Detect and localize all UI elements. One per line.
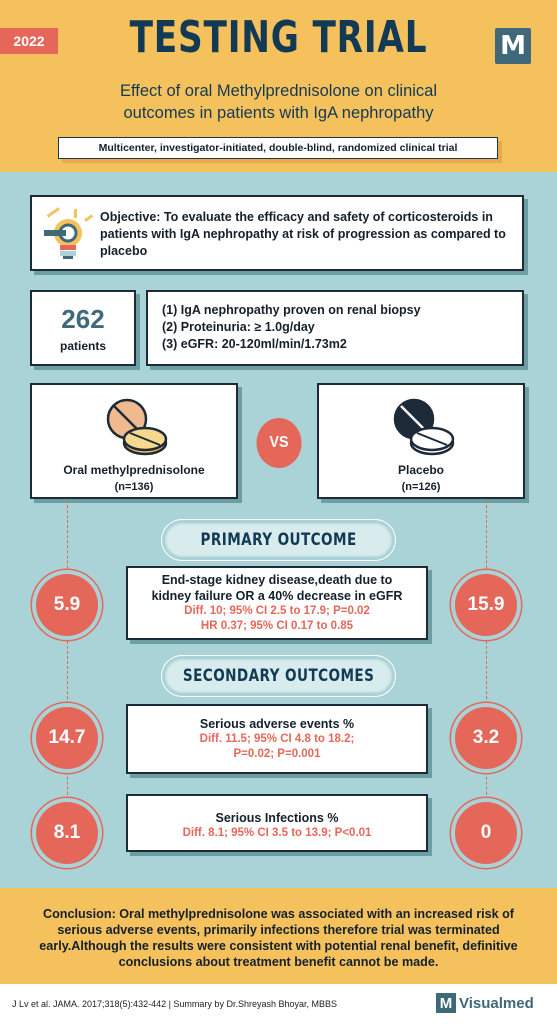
outcome-stat: Diff. 11.5; 95% CI 4.8 to 18.2; <box>199 733 355 745</box>
outcome-stat: P=0.02; P=0.001 <box>233 748 321 760</box>
secondary-1-right-value: 3.2 <box>455 707 517 769</box>
page-title: TESTING TRIAL <box>129 12 428 63</box>
connector-line-left <box>67 500 68 850</box>
secondary-outcomes-heading: SECONDARY OUTCOMES <box>165 659 392 693</box>
outcome-title: Serious adverse events % <box>199 717 355 731</box>
patients-box: 262 patients <box>30 290 136 366</box>
arm-n: (n=136) <box>114 481 154 493</box>
year-badge: 2022 <box>0 28 58 54</box>
primary-outcome-heading: PRIMARY OUTCOME <box>165 523 392 557</box>
pills-icon <box>393 398 455 456</box>
subtitle-line-2: outcomes in patients with IgA nephropath… <box>123 104 434 122</box>
inclusion-criteria-box: (1) IgA nephropathy proven on renal biop… <box>146 290 524 366</box>
objective-text: Objective: To evaluate the efficacy and … <box>100 210 506 258</box>
subtitle-line-1: Effect of oral Methylprednisolone on cli… <box>119 82 438 100</box>
footer: J Lv et al. JAMA. 2017;318(5):432-442 | … <box>0 984 557 1024</box>
outcome-title: kidney failure OR a 40% decrease in eGFR <box>151 589 403 603</box>
patient-label: patients <box>59 338 106 353</box>
outcome-stat: Diff. 10; 95% CI 2.5 to 17.9; P=0.02 <box>184 605 370 617</box>
outcome-title: Serious Infections % <box>215 811 339 825</box>
brand-name: Visualmed <box>459 994 534 1012</box>
header: 2022 TESTING TRIAL M Effect of oral Meth… <box>0 0 557 172</box>
arm-methylprednisolone: Oral methylprednisolone (n=136) <box>30 383 238 499</box>
secondary-1-left-value: 14.7 <box>36 707 98 769</box>
subtitle: Effect of oral Methylprednisolone on cli… <box>40 80 517 124</box>
criteria-item: (2) Proteinuria: ≥ 1.0g/day <box>162 320 315 334</box>
pills-icon <box>106 398 168 456</box>
secondary-outcome-box-1: Serious adverse events % Diff. 11.5; 95%… <box>126 704 428 774</box>
arm-name: Oral methylprednisolone <box>63 463 205 477</box>
patient-count: 262 <box>61 303 105 334</box>
visualmed-logo-icon: M <box>495 28 531 64</box>
visualmed-logo-icon: M <box>436 993 456 1013</box>
outcome-stat: HR 0.37; 95% CI 0.17 to 0.85 <box>200 620 354 632</box>
arm-name: Placebo <box>397 463 445 477</box>
secondary-2-right-value: 0 <box>455 802 517 864</box>
objective-box: Objective: To evaluate the efficacy and … <box>30 195 524 271</box>
outcome-stat: Diff. 8.1; 95% CI 3.5 to 13.9; P<0.01 <box>182 827 372 839</box>
secondary-outcome-box-2: Serious Infections % Diff. 8.1; 95% CI 3… <box>126 794 428 852</box>
connector-line-right <box>486 500 487 850</box>
criteria-item: (3) eGFR: 20-120ml/min/1.73m2 <box>162 337 347 351</box>
arm-placebo: Placebo (n=126) <box>317 383 525 499</box>
primary-left-value: 5.9 <box>36 574 98 636</box>
primary-right-value: 15.9 <box>455 574 517 636</box>
conclusion-text: Conclusion: Oral methylprednisolone was … <box>0 888 557 984</box>
trial-design-label: Multicenter, investigator-initiated, dou… <box>58 137 498 159</box>
arm-n: (n=126) <box>401 481 441 493</box>
brand: M Visualmed <box>436 993 534 1013</box>
primary-outcome-box: End-stage kidney disease,death due to ki… <box>126 566 428 640</box>
criteria-item: (1) IgA nephropathy proven on renal biop… <box>162 303 421 317</box>
lightbulb-icon <box>44 207 94 259</box>
outcome-title: End-stage kidney disease,death due to <box>161 573 393 587</box>
vs-badge: VS <box>256 418 302 468</box>
secondary-2-left-value: 8.1 <box>36 802 98 864</box>
citation: J Lv et al. JAMA. 2017;318(5):432-442 | … <box>12 999 337 1009</box>
